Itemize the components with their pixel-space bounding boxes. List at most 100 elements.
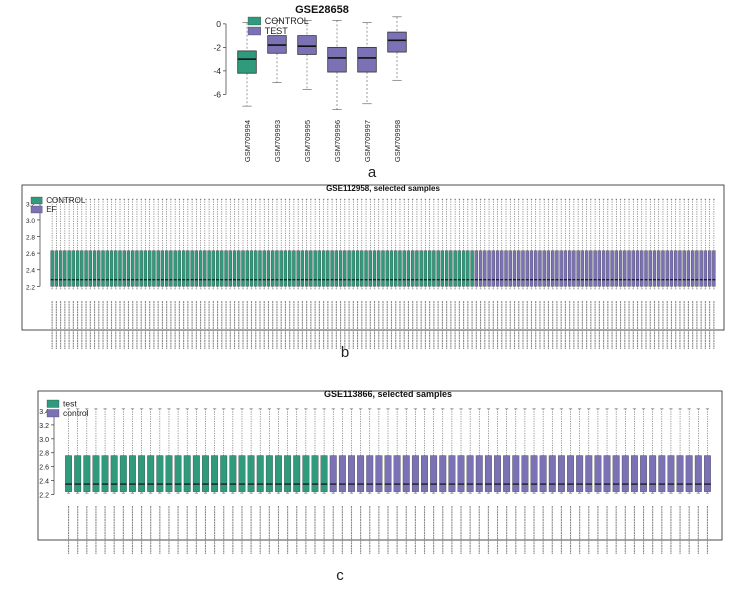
- box-body: [436, 250, 440, 287]
- box-body: [627, 250, 631, 287]
- box-body: [338, 250, 343, 287]
- box-31: [177, 198, 182, 290]
- box-72: [351, 198, 355, 290]
- box-body: [548, 455, 556, 492]
- box-38: [402, 408, 410, 494]
- box-104: [487, 198, 491, 290]
- box-body: [228, 250, 232, 287]
- box-33: [357, 408, 365, 494]
- box-141: [644, 198, 648, 290]
- box-body: [398, 250, 402, 287]
- box-74: [360, 198, 364, 290]
- box-body: [334, 250, 339, 287]
- box-body: [384, 455, 392, 492]
- box-51: [521, 408, 529, 494]
- box-1: [237, 22, 257, 107]
- box-body: [440, 250, 445, 287]
- box-body: [630, 455, 638, 492]
- box-body: [478, 250, 483, 287]
- box-body: [211, 455, 219, 492]
- box-36: [198, 198, 203, 290]
- box-body: [58, 250, 63, 287]
- legend-label: TEST: [265, 26, 289, 36]
- box-body: [665, 250, 669, 287]
- box-114: [529, 198, 534, 290]
- box-20: [131, 198, 135, 290]
- box-6: [71, 198, 76, 290]
- box-body: [580, 250, 585, 287]
- box-24: [275, 408, 282, 494]
- box-body: [593, 250, 597, 287]
- box-body: [355, 250, 360, 287]
- box-body: [360, 250, 364, 287]
- box-body: [483, 250, 487, 287]
- box-body: [160, 250, 165, 287]
- box-body: [165, 455, 173, 492]
- box-139: [635, 198, 640, 290]
- box-body: [63, 250, 67, 287]
- box-body: [271, 250, 275, 287]
- box-153: [695, 198, 699, 290]
- box-body: [135, 250, 139, 287]
- box-38: [207, 198, 211, 290]
- box-144: [657, 198, 661, 290]
- box-132: [606, 198, 610, 290]
- box-113: [525, 198, 529, 290]
- box-107: [500, 198, 504, 290]
- box-49: [503, 408, 511, 494]
- box-body: [385, 250, 389, 287]
- box-75: [364, 198, 368, 290]
- box-117: [542, 198, 546, 290]
- box-body: [406, 250, 411, 287]
- box-body: [457, 455, 465, 492]
- box-83: [398, 198, 402, 290]
- box-120: [555, 198, 559, 290]
- box-41: [220, 198, 224, 290]
- box-67: [330, 198, 334, 290]
- box-126: [580, 198, 585, 290]
- box-42: [439, 408, 447, 494]
- box-9: [84, 198, 88, 290]
- box-body: [699, 250, 703, 287]
- box-2: [74, 408, 82, 494]
- box-62: [309, 198, 313, 290]
- box-body: [584, 250, 589, 287]
- box-body: [589, 250, 593, 287]
- box-body: [635, 250, 640, 287]
- box-body: [649, 455, 657, 492]
- box-105: [491, 198, 495, 290]
- box-121: [559, 198, 563, 290]
- box-28: [164, 198, 169, 290]
- box-body: [238, 455, 246, 492]
- box-35: [194, 198, 199, 290]
- box-body: [421, 455, 428, 492]
- panel-label: a: [368, 164, 377, 181]
- box-93: [440, 198, 445, 290]
- box-11: [156, 408, 164, 494]
- box-59: [594, 408, 602, 494]
- box-body: [192, 455, 200, 492]
- legend-swatch: [46, 409, 60, 418]
- y-tick-label: 3.0: [26, 218, 35, 225]
- box-103: [483, 198, 487, 290]
- box-body: [678, 250, 682, 287]
- box-79: [381, 198, 385, 290]
- box-body: [631, 250, 635, 287]
- y-tick-label: 2.2: [26, 284, 35, 291]
- box-body: [156, 455, 164, 492]
- box-body: [190, 250, 194, 287]
- box-body: [67, 250, 71, 287]
- box-body: [508, 250, 512, 287]
- box-body: [92, 250, 97, 287]
- box-body: [329, 455, 337, 492]
- box-55: [279, 198, 283, 290]
- box-15: [109, 198, 114, 290]
- box-71: [704, 408, 711, 494]
- box-102: [478, 198, 483, 290]
- box-body: [567, 250, 572, 287]
- box-body: [256, 455, 264, 492]
- box-body: [475, 455, 483, 492]
- box-body: [249, 250, 254, 287]
- box-69: [338, 198, 343, 290]
- box-body: [682, 250, 686, 287]
